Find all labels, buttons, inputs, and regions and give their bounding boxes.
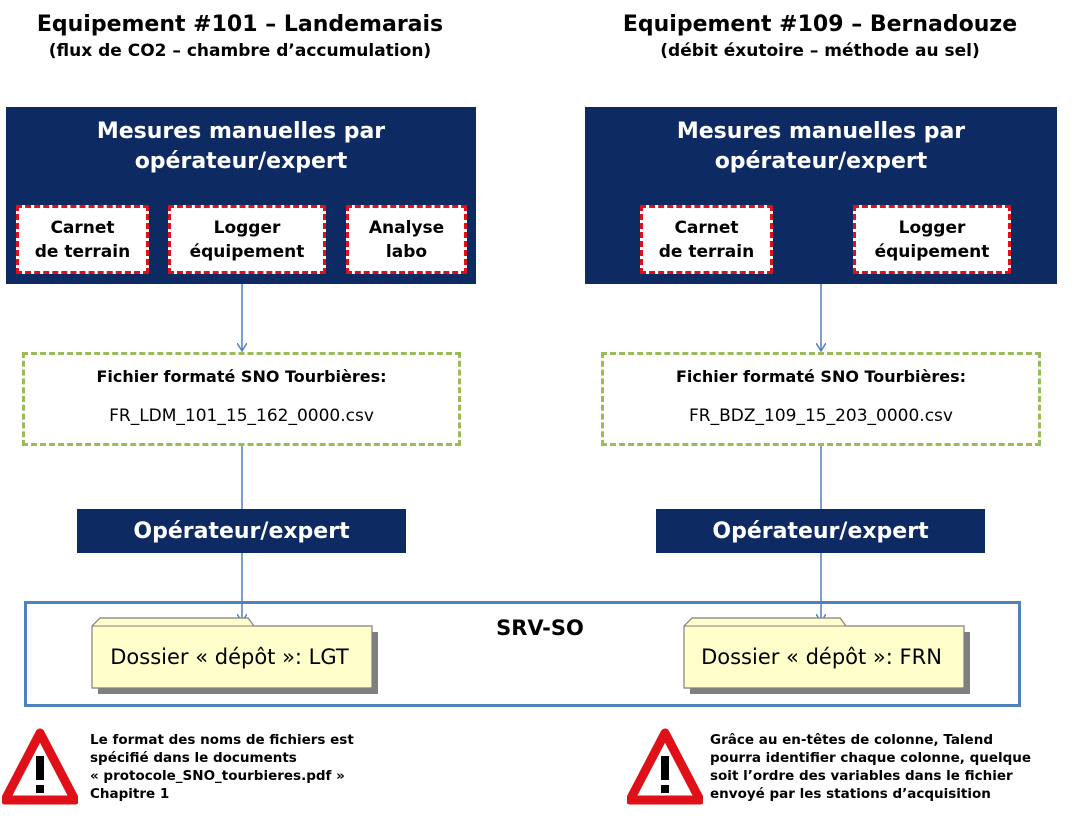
source-line1: Carnet [674, 217, 739, 238]
file-header: Fichier formaté SNO Tourbières: [675, 367, 967, 386]
left-operator-box: Opérateur/expert [77, 509, 406, 553]
source-line2: de terrain [34, 241, 131, 262]
source-field-notebook: Carnet de terrain [640, 205, 773, 274]
source-field-notebook: Carnet de terrain [16, 205, 149, 274]
source-lab-analysis: Analyse labo [346, 205, 467, 274]
source-line2: de terrain [658, 241, 755, 262]
left-note: Le format des noms de fichiers est spéci… [90, 731, 390, 803]
source-line2: équipement [189, 241, 305, 262]
source-line1: Carnet [50, 217, 115, 238]
note-line: envoyé par les stations d’acquisition [710, 786, 991, 802]
box-title-line1: Mesures manuelles par [676, 119, 966, 144]
source-line1: Analyse [368, 217, 445, 238]
server-label: SRV-SO [496, 616, 584, 640]
file-name: FR_LDM_101_15_162_0000.csv [109, 406, 374, 426]
box-title-line1: Mesures manuelles par [96, 119, 386, 144]
left-formatted-file-box: Fichier formaté SNO Tourbières: FR_LDM_1… [22, 352, 461, 446]
box-title-line2: opérateur/expert [134, 149, 348, 174]
source-equipment-logger: Logger équipement [168, 205, 326, 274]
right-folder-label: Dossier « dépôt »: FRN [701, 645, 942, 669]
note-line: « protocole_SNO_tourbieres.pdf » [90, 768, 345, 784]
note-line: Le format des noms de fichiers est [90, 732, 354, 748]
source-line1: Logger [213, 217, 281, 238]
note-line: pourra identifier chaque colonne, quelqu… [710, 750, 1032, 766]
left-title: Equipement #101 – Landemarais [36, 12, 444, 37]
file-header: Fichier formaté SNO Tourbières: [96, 367, 387, 386]
source-equipment-logger: Logger équipement [853, 205, 1011, 274]
note-line: Chapitre 1 [90, 786, 170, 802]
folder-icon [91, 617, 378, 694]
warning-icon [627, 728, 703, 805]
box-title-line2: opérateur/expert [714, 149, 928, 174]
source-line1: Logger [898, 217, 966, 238]
source-line2: équipement [874, 241, 990, 262]
note-line: spécifié dans le documents [90, 750, 297, 766]
server-box [24, 601, 1021, 707]
source-line2: labo [385, 241, 428, 262]
left-folder-label: Dossier « dépôt »: LGT [110, 645, 349, 669]
file-name: FR_BDZ_109_15_203_0000.csv [689, 406, 953, 426]
left-subtitle: (flux de CO2 – chambre d’accumulation) [48, 41, 432, 61]
folder-icon [683, 617, 970, 694]
note-line: soit l’ordre des variables dans le fichi… [710, 768, 1013, 784]
right-operator-box: Opérateur/expert [656, 509, 985, 553]
right-subtitle: (débit éxutoire – méthode au sel) [660, 41, 980, 61]
right-title: Equipement #109 – Bernadouze [622, 12, 1018, 37]
right-note: Grâce au en-têtes de colonne, Talend pou… [710, 731, 1070, 803]
note-line: Grâce au en-têtes de colonne, Talend [710, 732, 993, 748]
warning-icon [2, 728, 78, 805]
right-formatted-file-box: Fichier formaté SNO Tourbières: FR_BDZ_1… [601, 352, 1041, 446]
